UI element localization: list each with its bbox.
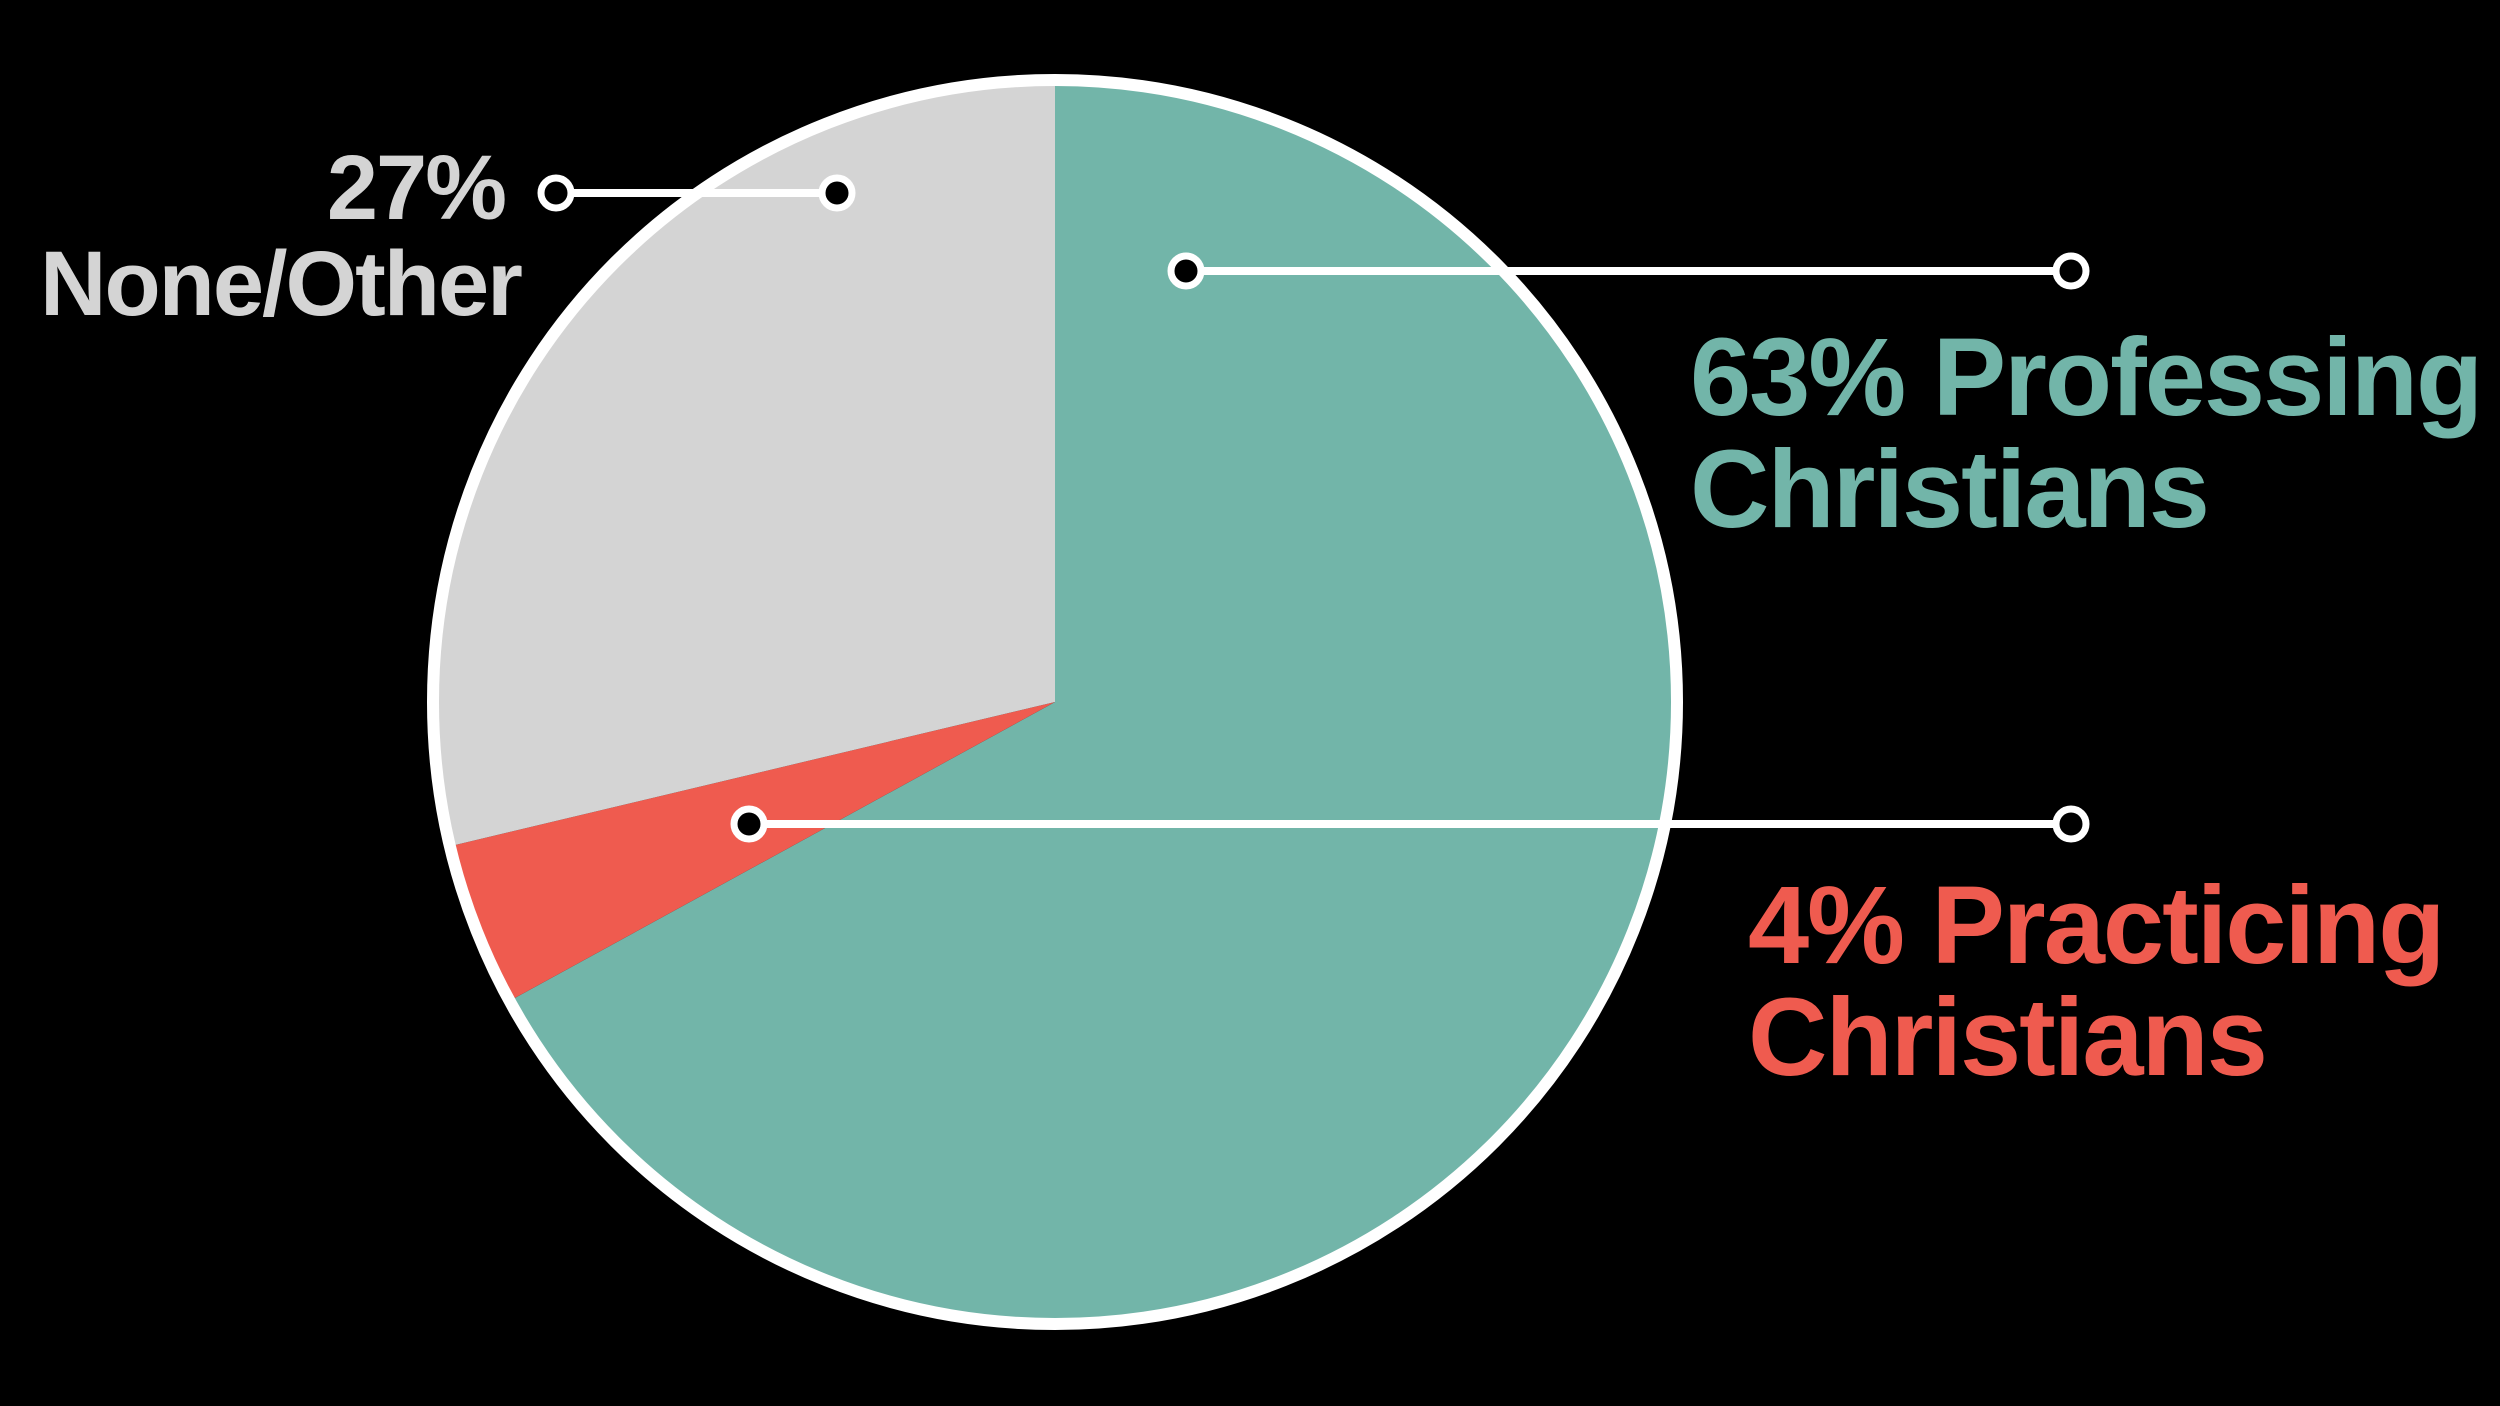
- slice-label: 4% Practicing Christians: [1748, 870, 2468, 1094]
- leader-dot: [818, 174, 856, 212]
- value-label: 63%: [1690, 316, 1906, 439]
- leader-dot: [2052, 252, 2090, 290]
- category-label: None/Other: [40, 233, 523, 335]
- slice-label: 27% None/Other: [40, 137, 523, 332]
- category-label: Practicing Christians: [1748, 864, 2445, 1099]
- pie-slice: [449, 702, 1056, 1001]
- leader-dot: [730, 805, 768, 843]
- value-label: 27%: [326, 137, 507, 239]
- leader-dot: [2052, 805, 2090, 843]
- leader-dot: [1167, 252, 1205, 290]
- leader-dot: [537, 174, 575, 212]
- value-label: 4%: [1748, 864, 1905, 987]
- pie-slice: [509, 80, 1678, 1324]
- slice-label: 63% Professing Christians: [1690, 322, 2490, 546]
- pie-outline: [427, 74, 1683, 1330]
- category-label: Professing Christians: [1690, 316, 2483, 551]
- pie-slice: [432, 80, 1055, 847]
